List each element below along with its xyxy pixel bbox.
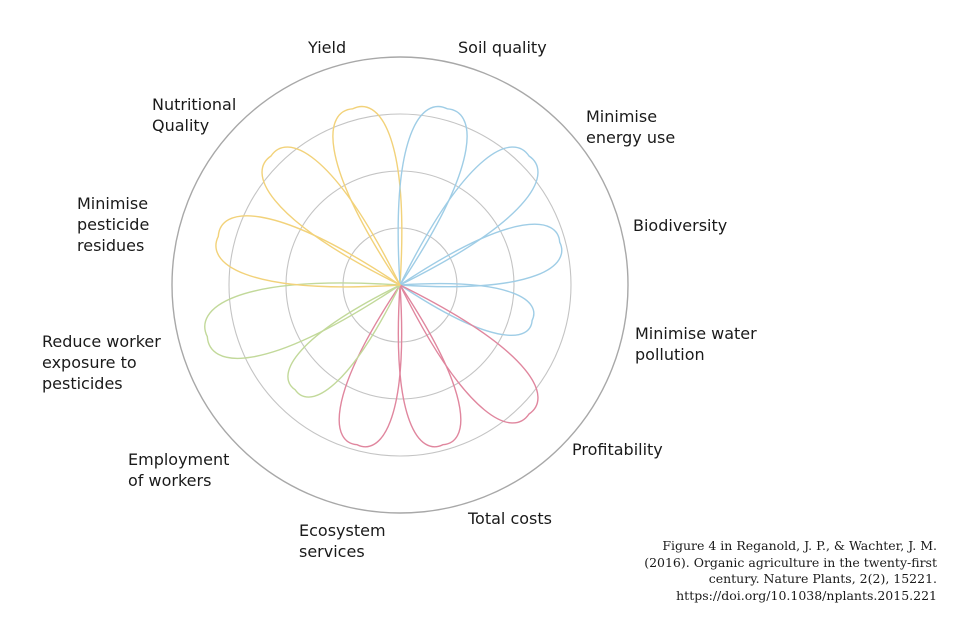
- grid-rings: [171, 56, 629, 514]
- citation-line-1: Figure 4 in Reganold, J. P., & Wachter, …: [662, 538, 937, 553]
- petal-minimise-pesticide-residues: [215, 215, 401, 288]
- grid-ring-3: [228, 113, 572, 457]
- grid-ring-2: [285, 170, 515, 400]
- citation-line-3: century. Nature Plants, 2(2), 15221.: [708, 571, 937, 586]
- label-soil-quality: Soil quality: [458, 38, 547, 57]
- petal-soil-quality: [397, 105, 468, 286]
- label-reduce-worker-exposure: Reduce worker exposure to pesticides: [42, 332, 161, 393]
- citation-line-4: https://doi.org/10.1038/nplants.2015.221: [676, 587, 937, 603]
- label-minimise-pesticide-residues: Minimise pesticide residues: [77, 194, 150, 255]
- petal-employment-of-workers: [287, 284, 401, 398]
- label-yield: Yield: [308, 38, 347, 57]
- petal-profitability: [399, 284, 539, 424]
- grid-ring-4: [171, 56, 629, 514]
- petal-reduce-worker-exposure-to-pesticides: [204, 282, 401, 359]
- label-biodiversity: Biodiversity: [633, 216, 728, 235]
- petal-biodiversity: [399, 223, 563, 288]
- figure-citation: Figure 4 in Reganold, J. P., & Wachter, …: [607, 538, 937, 604]
- label-minimise-water-pollution: Minimise water pollution: [635, 324, 757, 364]
- petals: [204, 105, 563, 448]
- grid-ring-1: [342, 227, 458, 343]
- petal-minimise-energy-use: [399, 146, 539, 286]
- label-minimise-energy-use: Minimise energy use: [586, 107, 676, 147]
- petal-yield: [332, 105, 403, 286]
- label-nutritional-quality: Nutritional Quality: [152, 95, 237, 135]
- label-ecosystem-services: Ecosystem services: [299, 521, 386, 561]
- petal-ecosystem-services: [338, 284, 403, 448]
- citation-line-2: (2016). Organic agriculture in the twent…: [644, 554, 937, 570]
- label-profitability: Profitability: [572, 440, 663, 459]
- label-employment-of-workers: Employment of workers: [128, 450, 230, 490]
- petal-total-costs: [397, 284, 462, 448]
- petal-nutritional-quality: [261, 146, 401, 286]
- label-total-costs: Total costs: [468, 509, 552, 528]
